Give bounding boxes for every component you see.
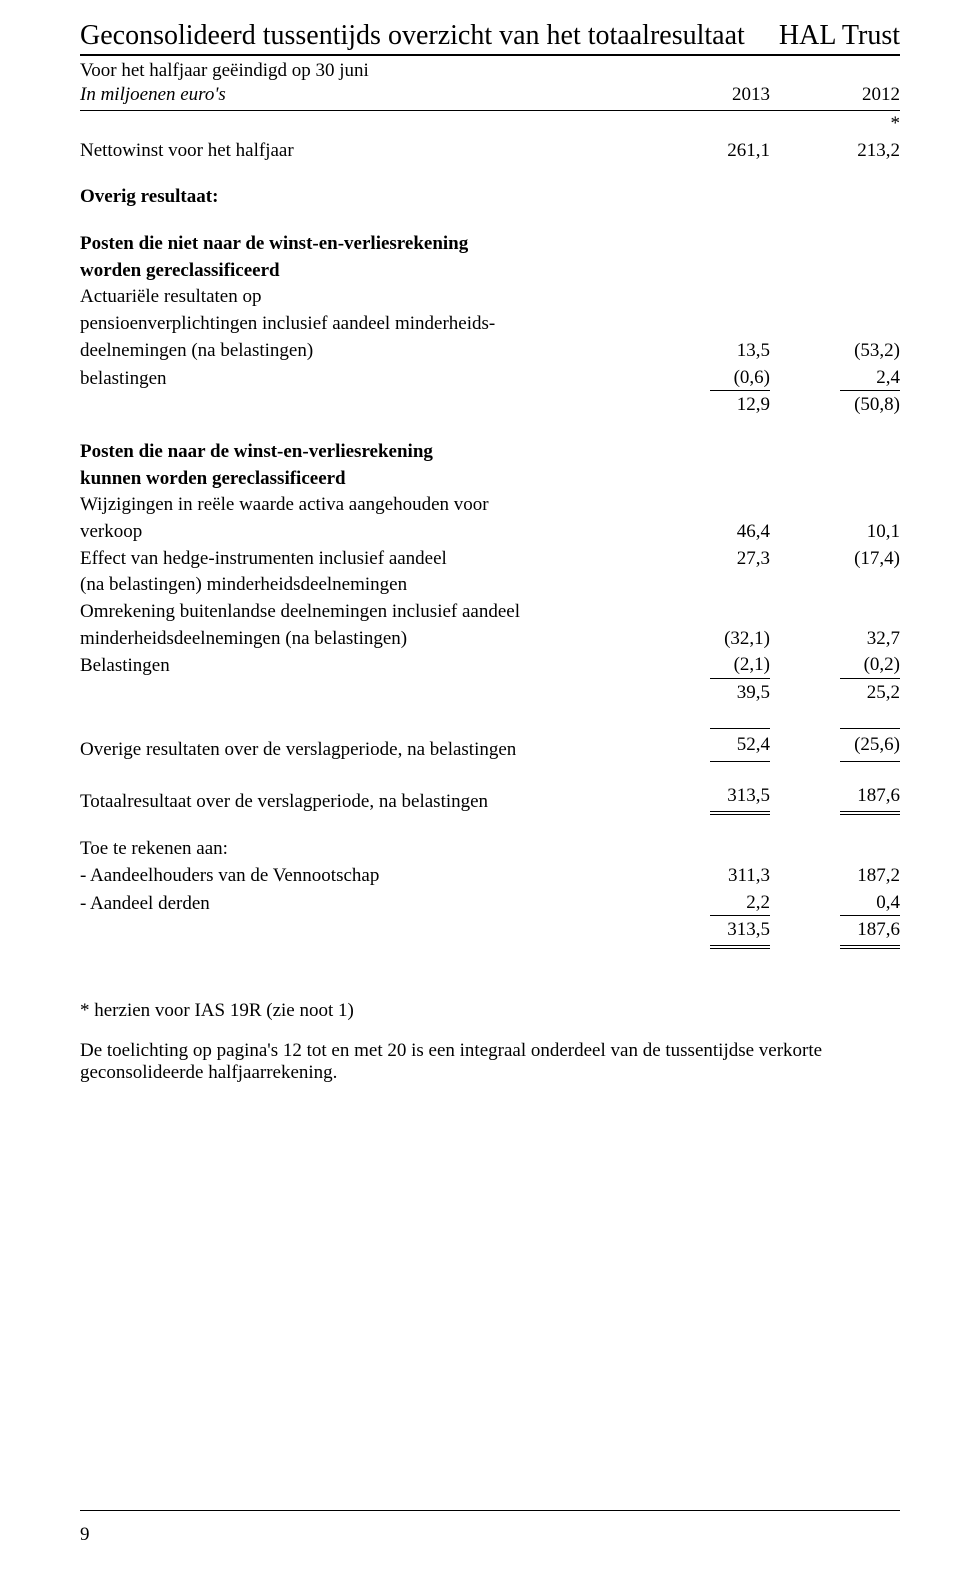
row-label: Effect van hedge-instrumenten inclusief … (80, 546, 640, 573)
row-label: (na belastingen) minderheidsdeelnemingen (80, 572, 640, 599)
row-label: Belastingen (80, 652, 640, 680)
section-a-header-2: worden gereclassificeerd (80, 258, 640, 285)
row-value: 46,4 (640, 519, 770, 546)
section-a-header-1: Posten die niet naar de winst-en-verlies… (80, 231, 640, 258)
row-label: pensioenverplichtingen inclusief aandeel… (80, 311, 640, 338)
row-label: minderheidsdeelnemingen (na belastingen) (80, 626, 640, 653)
subtotal-value: 25,2 (770, 680, 900, 707)
subtotal-value: 12,9 (640, 392, 770, 419)
row-value: 32,7 (770, 626, 900, 653)
row-value: (32,1) (640, 626, 770, 653)
row-label: Nettowinst voor het halfjaar (80, 138, 640, 165)
table-row: belastingen (0,6) 2,4 (80, 365, 900, 393)
entity-name: HAL Trust (779, 20, 900, 52)
table-row: deelnemingen (na belastingen) 13,5 (53,2… (80, 338, 900, 365)
year-2: 2012 (770, 84, 900, 106)
unit-line: In miljoenen euro's (80, 84, 226, 106)
row-label: - Aandeel derden (80, 890, 640, 918)
subtotal-row: 39,5 25,2 (80, 680, 900, 707)
asterisk-row: * (80, 111, 900, 138)
row-label: Actuariële resultaten op (80, 284, 640, 311)
row-value: 2,4 (840, 366, 900, 392)
row-label: belastingen (80, 365, 640, 393)
row-label: Overige resultaten over de verslagperiod… (80, 727, 640, 764)
section-header-row: Overig resultaat: (80, 184, 900, 211)
row-label: deelnemingen (na belastingen) (80, 338, 640, 365)
row-label: Totaalresultaat over de verslagperiode, … (80, 783, 640, 816)
year-columns: 2013 2012 (640, 84, 900, 106)
attribution-header: Toe te rekenen aan: (80, 836, 640, 863)
row-value: 187,2 (770, 863, 900, 890)
period-line: Voor het halfjaar geëindigd op 30 juni (80, 60, 900, 82)
row-label: Omrekening buitenlandse deelnemingen inc… (80, 599, 640, 626)
overig-resultaat-header: Overig resultaat: (80, 184, 640, 211)
table-row: verkoop 46,4 10,1 (80, 519, 900, 546)
row-value: 2,2 (710, 891, 770, 917)
total-row: 313,5 187,6 (80, 917, 900, 950)
row-value: (17,4) (770, 546, 900, 573)
row-label: verkoop (80, 519, 640, 546)
subtotal-value: 39,5 (640, 680, 770, 707)
restated-asterisk: * (770, 111, 900, 138)
total-value: 187,6 (840, 918, 900, 949)
footnote-1: * herzien voor IAS 19R (zie noot 1) (80, 1000, 900, 1022)
row-label: Wijzigingen in reële waarde activa aange… (80, 492, 640, 519)
page-number: 9 (80, 1524, 90, 1546)
table-row: minderheidsdeelnemingen (na belastingen)… (80, 626, 900, 653)
row-value: (0,6) (710, 366, 770, 392)
page-title: Geconsolideerd tussentijds overzicht van… (80, 20, 745, 52)
row-value: (2,1) (710, 653, 770, 679)
section-b-header-2: kunnen worden gereclassificeerd (80, 466, 640, 493)
row-value: 213,2 (770, 138, 900, 165)
page-container: Geconsolideerd tussentijds overzicht van… (0, 0, 960, 1581)
section-b-header-1: Posten die naar de winst-en-verliesreken… (80, 439, 640, 466)
table-row: - Aandeel derden 2,2 0,4 (80, 890, 900, 918)
row-value: 0,4 (840, 891, 900, 917)
row-value: 261,1 (640, 138, 770, 165)
total-value: 313,5 (710, 918, 770, 949)
row-value: 27,3 (640, 546, 770, 573)
row-value: 311,3 (640, 863, 770, 890)
header-row: In miljoenen euro's 2013 2012 (80, 84, 900, 111)
total-value: 187,6 (840, 784, 900, 815)
footnote-2: De toelichting op pagina's 12 tot en met… (80, 1040, 900, 1084)
year-1: 2013 (640, 84, 770, 106)
table-row: - Aandeelhouders van de Vennootschap 311… (80, 863, 900, 890)
total-row: Totaalresultaat over de verslagperiode, … (80, 783, 900, 816)
row-label: - Aandeelhouders van de Vennootschap (80, 863, 640, 890)
table-row: Overige resultaten over de verslagperiod… (80, 727, 900, 764)
table-row: Belastingen (2,1) (0,2) (80, 652, 900, 680)
subtotal-value: (50,8) (770, 392, 900, 419)
row-value: (0,2) (840, 653, 900, 679)
financial-table: * Nettowinst voor het halfjaar 261,1 213… (80, 111, 900, 950)
row-value: (25,6) (840, 728, 900, 763)
table-row: Effect van hedge-instrumenten inclusief … (80, 546, 900, 573)
total-value: 313,5 (710, 784, 770, 815)
subtotal-row: 12,9 (50,8) (80, 392, 900, 419)
row-value: 13,5 (640, 338, 770, 365)
row-value: (53,2) (770, 338, 900, 365)
footer-divider (80, 1510, 900, 1511)
title-row: Geconsolideerd tussentijds overzicht van… (80, 20, 900, 56)
table-row: Nettowinst voor het halfjaar 261,1 213,2 (80, 138, 900, 165)
row-value: 10,1 (770, 519, 900, 546)
row-value: 52,4 (710, 728, 770, 763)
